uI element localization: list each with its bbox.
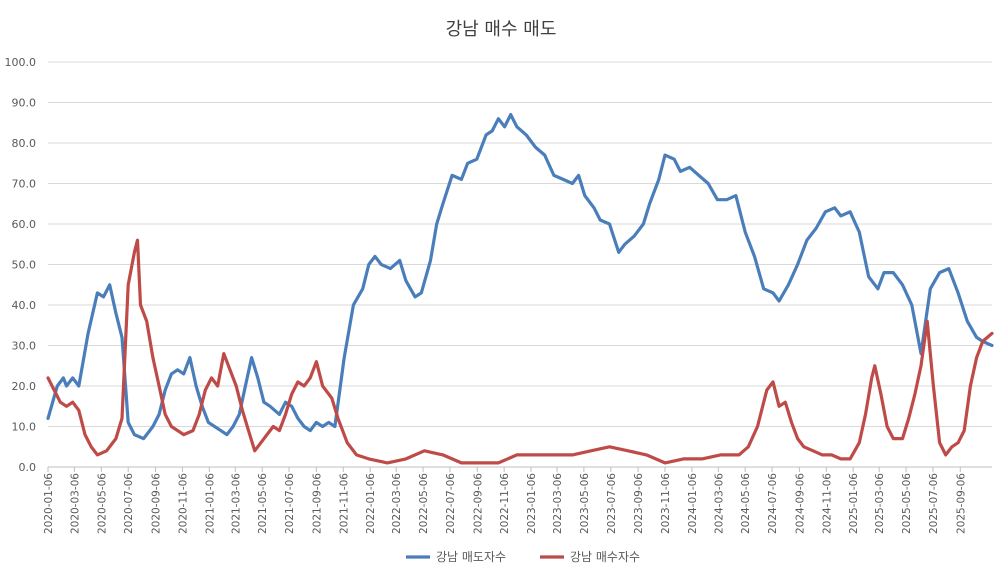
x-tick-label: 2021-01-06: [204, 473, 216, 534]
series-line-2: [46, 238, 994, 465]
x-tick-label: 2023-07-06: [606, 473, 618, 534]
x-tick-label: 2023-11-06: [660, 473, 672, 534]
x-tick-label: 2024-07-06: [767, 473, 779, 534]
x-tick-label: 2025-07-06: [928, 473, 940, 534]
gridlines: [48, 61, 992, 468]
y-tick-label: 100.0: [5, 56, 37, 69]
x-tick-label: 2020-01-06: [43, 473, 55, 534]
y-tick-label: 0.0: [19, 461, 37, 474]
chart-title: 강남 매수 매도: [446, 19, 557, 40]
x-tick-label: 2020-03-06: [69, 473, 81, 534]
x-tick-label: 2024-05-06: [740, 473, 752, 534]
x-tick-label: 2025-09-06: [955, 473, 967, 534]
x-tick-label: 2024-09-06: [794, 473, 806, 534]
x-tick-label: 2025-05-06: [901, 473, 913, 534]
x-tick-label: 2020-11-06: [177, 473, 189, 534]
x-tick-label: 2021-11-06: [338, 473, 350, 534]
x-tick-label: 2022-05-06: [418, 473, 430, 534]
x-tick-label: 2025-03-06: [874, 473, 886, 534]
y-tick-label: 30.0: [12, 340, 37, 353]
legend-label: 강남 매수자수: [570, 550, 640, 564]
y-axis: 0.0 10.0 20.0 30.0 40.0 50.0 60.0 70.0 80.0 90.0 1…: [5, 56, 37, 474]
legend-item-1: 강남 매도자수: [406, 550, 506, 564]
x-tick-label: 2023-01-06: [526, 473, 538, 534]
x-tick-label: 2024-03-06: [713, 473, 725, 534]
x-tick-label: 2022-07-06: [445, 473, 457, 534]
x-axis: 2020-01-06 2020-03-06 2020-05-06 2020-07-06…: [43, 466, 992, 534]
x-tick-label: 2023-05-06: [579, 473, 591, 534]
legend-label: 강남 매도자수: [436, 550, 506, 564]
y-tick-label: 50.0: [12, 259, 37, 272]
x-tick-label: 2025-01-06: [848, 473, 860, 534]
x-tick-label: 2022-03-06: [391, 473, 403, 534]
series-line-1: [46, 113, 994, 441]
y-tick-label: 90.0: [12, 97, 37, 110]
x-tick-label: 2023-09-06: [633, 473, 645, 534]
x-tick-label: 2022-11-06: [499, 473, 511, 534]
y-tick-label: 80.0: [12, 137, 37, 150]
x-tick-label: 2020-09-06: [151, 473, 163, 534]
x-tick-label: 2024-11-06: [821, 473, 833, 534]
x-tick-label: 2022-09-06: [472, 473, 484, 534]
series-layer: [46, 113, 994, 465]
y-tick-label: 70.0: [12, 178, 37, 191]
x-tick-label: 2021-05-06: [257, 473, 269, 534]
y-tick-label: 20.0: [12, 380, 37, 393]
y-tick-label: 40.0: [12, 299, 37, 312]
x-tick-label: 2024-01-06: [687, 473, 699, 534]
x-tick-label: 2021-03-06: [230, 473, 242, 534]
y-tick-label: 10.0: [12, 421, 37, 434]
x-tick-label: 2020-05-06: [96, 473, 108, 534]
x-tick-label: 2023-03-06: [552, 473, 564, 534]
legend: 강남 매도자수 강남 매수자수: [406, 550, 640, 564]
x-tick-label: 2020-07-06: [123, 473, 135, 534]
x-tick-label: 2021-09-06: [311, 473, 323, 534]
y-tick-label: 60.0: [12, 218, 37, 231]
legend-item-2: 강남 매수자수: [540, 550, 640, 564]
x-tick-label: 2022-01-06: [365, 473, 377, 534]
x-tick-label: 2021-07-06: [284, 473, 296, 534]
